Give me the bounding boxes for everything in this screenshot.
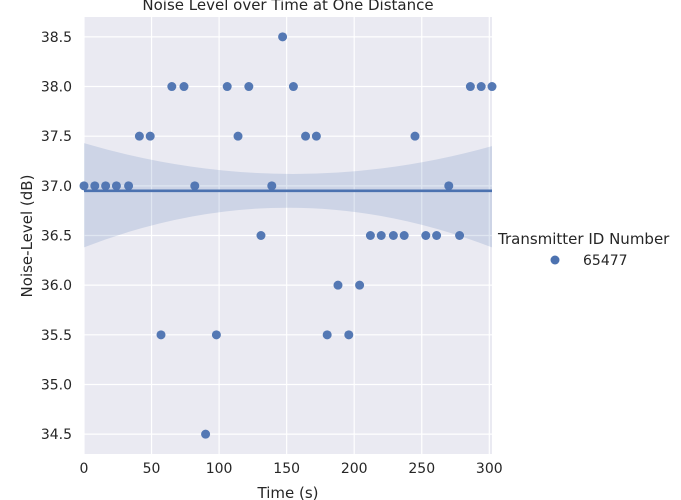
data-point [79,181,89,191]
y-tick-label: 36.5 [41,229,72,245]
confidence-band-area [84,143,492,248]
data-point [167,82,177,92]
data-point [288,82,298,92]
data-point [201,429,211,439]
legend-title: Transmitter ID Number [497,230,670,248]
x-tick-labels: 0 50 100 150 200 250 300 [80,461,503,477]
data-point [233,131,243,141]
x-tick-label: 150 [273,461,300,477]
data-point [455,231,465,240]
data-point [134,131,144,141]
y-tick-label: 37.0 [41,179,72,195]
data-point [410,131,420,141]
data-point [432,231,442,240]
data-point [267,181,277,191]
x-tick-label: 250 [408,461,435,477]
x-tick-label: 0 [80,461,89,477]
data-point [444,181,454,191]
y-tick-label: 37.5 [41,129,72,145]
chart-title: Noise Level over Time at One Distance [142,0,433,14]
data-point [465,82,475,92]
legend-label: 65477 [583,253,628,269]
data-point [101,181,111,191]
data-point [388,231,398,240]
data-point [111,181,121,191]
data-point [256,231,266,240]
data-point [301,131,311,141]
x-tick-label: 300 [476,461,503,477]
y-axis-title: Noise-Level (dB) [18,175,36,298]
data-point [311,131,321,141]
y-tick-labels: 34.5 35.0 35.5 36.0 36.5 37.0 37.5 38.0 38.5 [41,30,72,443]
data-point [222,82,232,92]
data-point [344,330,354,340]
data-point [278,32,288,42]
data-point [333,280,343,290]
y-tick-label: 35.5 [41,328,72,344]
y-tick-label: 38.5 [41,30,72,46]
data-point [399,231,409,240]
x-axis-title: Time (s) [257,484,319,500]
data-point [90,181,100,191]
data-point [179,82,189,92]
x-tick-label: 200 [341,461,368,477]
x-tick-label: 100 [206,461,233,477]
y-tick-label: 35.0 [41,377,72,393]
data-point [487,82,497,92]
data-point [211,330,221,340]
data-point [322,330,332,340]
data-point [124,181,134,191]
data-point [145,131,155,141]
data-point [244,82,254,92]
y-tick-label: 36.0 [41,278,72,294]
y-tick-label: 38.0 [41,80,72,96]
confidence-band [84,143,492,248]
data-point [190,181,200,191]
data-point [156,330,166,340]
legend: Transmitter ID Number 65477 [497,230,670,269]
data-point [365,231,375,240]
x-tick-label: 50 [143,461,161,477]
data-points [79,32,497,439]
legend-marker [550,255,560,265]
data-point [355,280,365,290]
data-point [376,231,386,240]
data-point [421,231,431,240]
data-point [476,82,486,92]
y-tick-label: 34.5 [41,427,72,443]
